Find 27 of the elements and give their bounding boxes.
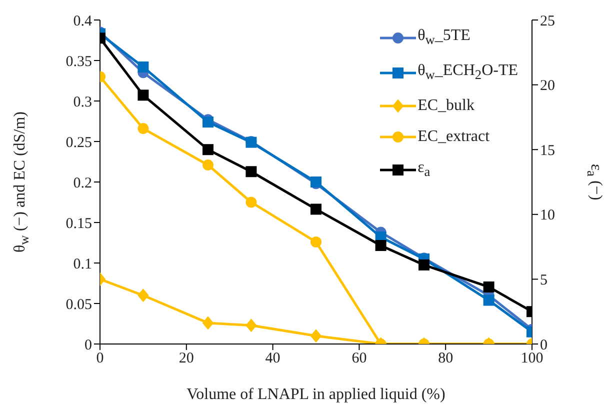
y-tick-label: 0.05	[66, 296, 92, 313]
x-tick-label: 100	[520, 350, 544, 367]
y-tick-label: 0.2	[73, 175, 92, 192]
y2-tick-label: 25	[540, 13, 555, 30]
x-tick-label: 40	[265, 350, 280, 367]
y-tick-label: 0.15	[66, 216, 92, 232]
y-tick-label: 0.4	[73, 13, 92, 30]
x-tick-label: 60	[352, 350, 367, 367]
y2-tick-label: 0	[540, 337, 548, 354]
x-tick-label: 0	[96, 350, 104, 367]
legend-label: ε$_{a}$	[418, 158, 430, 182]
legend-label: EC_extract	[418, 127, 490, 148]
x-axis-title: Volume of LNAPL in applied liquid (%)	[186, 386, 446, 403]
y2-tick-label: 15	[540, 142, 555, 159]
legend-label: θ$_{w}$_ECH$_{2}$O-TE	[418, 61, 518, 84]
legend-label: θ$_{w}$_5TE	[418, 26, 470, 50]
legend-label: EC_bulk	[418, 96, 474, 116]
y2-tick-label: 10	[540, 208, 555, 224]
y-tick-label: 0.3	[73, 94, 92, 110]
y-tick-label: 0.35	[66, 54, 92, 70]
x-tick-label: 80	[438, 350, 454, 367]
y-tick-label: 0.25	[66, 134, 92, 151]
x-tick-label: 20	[178, 350, 194, 367]
y-tick-label: 0	[84, 337, 92, 354]
y2-tick-label: 5	[540, 272, 548, 289]
y2-tick-label: 20	[540, 78, 555, 94]
y-tick-label: 0.1	[73, 256, 92, 272]
